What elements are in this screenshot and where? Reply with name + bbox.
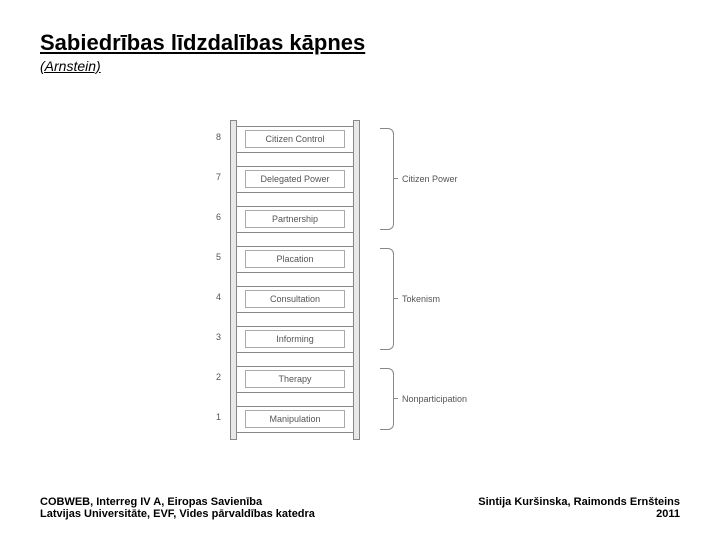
footer-authors: Sintija Kuršinska, Raimonds Ernšteins: [478, 496, 680, 508]
rung-line: [237, 392, 353, 393]
rung-label: Citizen Control: [245, 130, 345, 148]
ladder-rung: 5Placation: [237, 240, 353, 280]
rung-label: Manipulation: [245, 410, 345, 428]
page-title: Sabiedrības līdzdalības kāpnes: [40, 30, 365, 56]
rung-line: [237, 366, 353, 367]
rung-line: [237, 166, 353, 167]
footer-year: 2011: [478, 508, 680, 520]
rung-number: 7: [209, 172, 221, 182]
rung-number: 8: [209, 132, 221, 142]
group-bracket: [380, 248, 394, 350]
ladder-rung: 8Citizen Control: [237, 120, 353, 160]
rung-label: Therapy: [245, 370, 345, 388]
rung-line: [237, 206, 353, 207]
ladder-rung: 4Consultation: [237, 280, 353, 320]
group-label: Citizen Power: [402, 174, 458, 184]
rung-line: [237, 406, 353, 407]
ladder-rung: 7Delegated Power: [237, 160, 353, 200]
rung-line: [237, 312, 353, 313]
rung-line: [237, 192, 353, 193]
rung-number: 1: [209, 412, 221, 422]
group-bracket: [380, 128, 394, 230]
footer-right: Sintija Kuršinska, Raimonds Ernšteins 20…: [478, 496, 680, 520]
group-label: Nonparticipation: [402, 394, 467, 404]
ladder-rung: 2Therapy: [237, 360, 353, 400]
footer-org-1: COBWEB, Interreg IV A, Eiropas Savienība: [40, 496, 315, 508]
rung-line: [237, 246, 353, 247]
rung-label: Partnership: [245, 210, 345, 228]
rung-number: 4: [209, 292, 221, 302]
rung-label: Delegated Power: [245, 170, 345, 188]
rung-label: Placation: [245, 250, 345, 268]
rung-line: [237, 286, 353, 287]
rung-line: [237, 432, 353, 433]
rung-number: 6: [209, 212, 221, 222]
ladder-rail-right: [353, 120, 360, 440]
rung-line: [237, 152, 353, 153]
footer-left: COBWEB, Interreg IV A, Eiropas Savienība…: [40, 496, 315, 520]
ladder: 8Citizen Control7Delegated Power6Partner…: [230, 120, 360, 440]
page-subtitle: (Arnstein): [40, 58, 365, 74]
group-bracket: [380, 368, 394, 430]
ladder-rung: 3Informing: [237, 320, 353, 360]
ladder-rail-left: [230, 120, 237, 440]
title-block: Sabiedrības līdzdalības kāpnes (Arnstein…: [40, 30, 365, 74]
rung-line: [237, 126, 353, 127]
footer-org-2: Latvijas Universitāte, EVF, Vides pārval…: [40, 508, 315, 520]
group-label: Tokenism: [402, 294, 440, 304]
ladder-diagram: 8Citizen Control7Delegated Power6Partner…: [180, 120, 580, 450]
rung-line: [237, 232, 353, 233]
rung-label: Informing: [245, 330, 345, 348]
rung-line: [237, 326, 353, 327]
rung-label: Consultation: [245, 290, 345, 308]
footer: COBWEB, Interreg IV A, Eiropas Savienība…: [40, 496, 680, 520]
ladder-rung: 1Manipulation: [237, 400, 353, 440]
rung-number: 5: [209, 252, 221, 262]
ladder-rung: 6Partnership: [237, 200, 353, 240]
rung-line: [237, 352, 353, 353]
rung-number: 3: [209, 332, 221, 342]
rung-line: [237, 272, 353, 273]
rung-number: 2: [209, 372, 221, 382]
